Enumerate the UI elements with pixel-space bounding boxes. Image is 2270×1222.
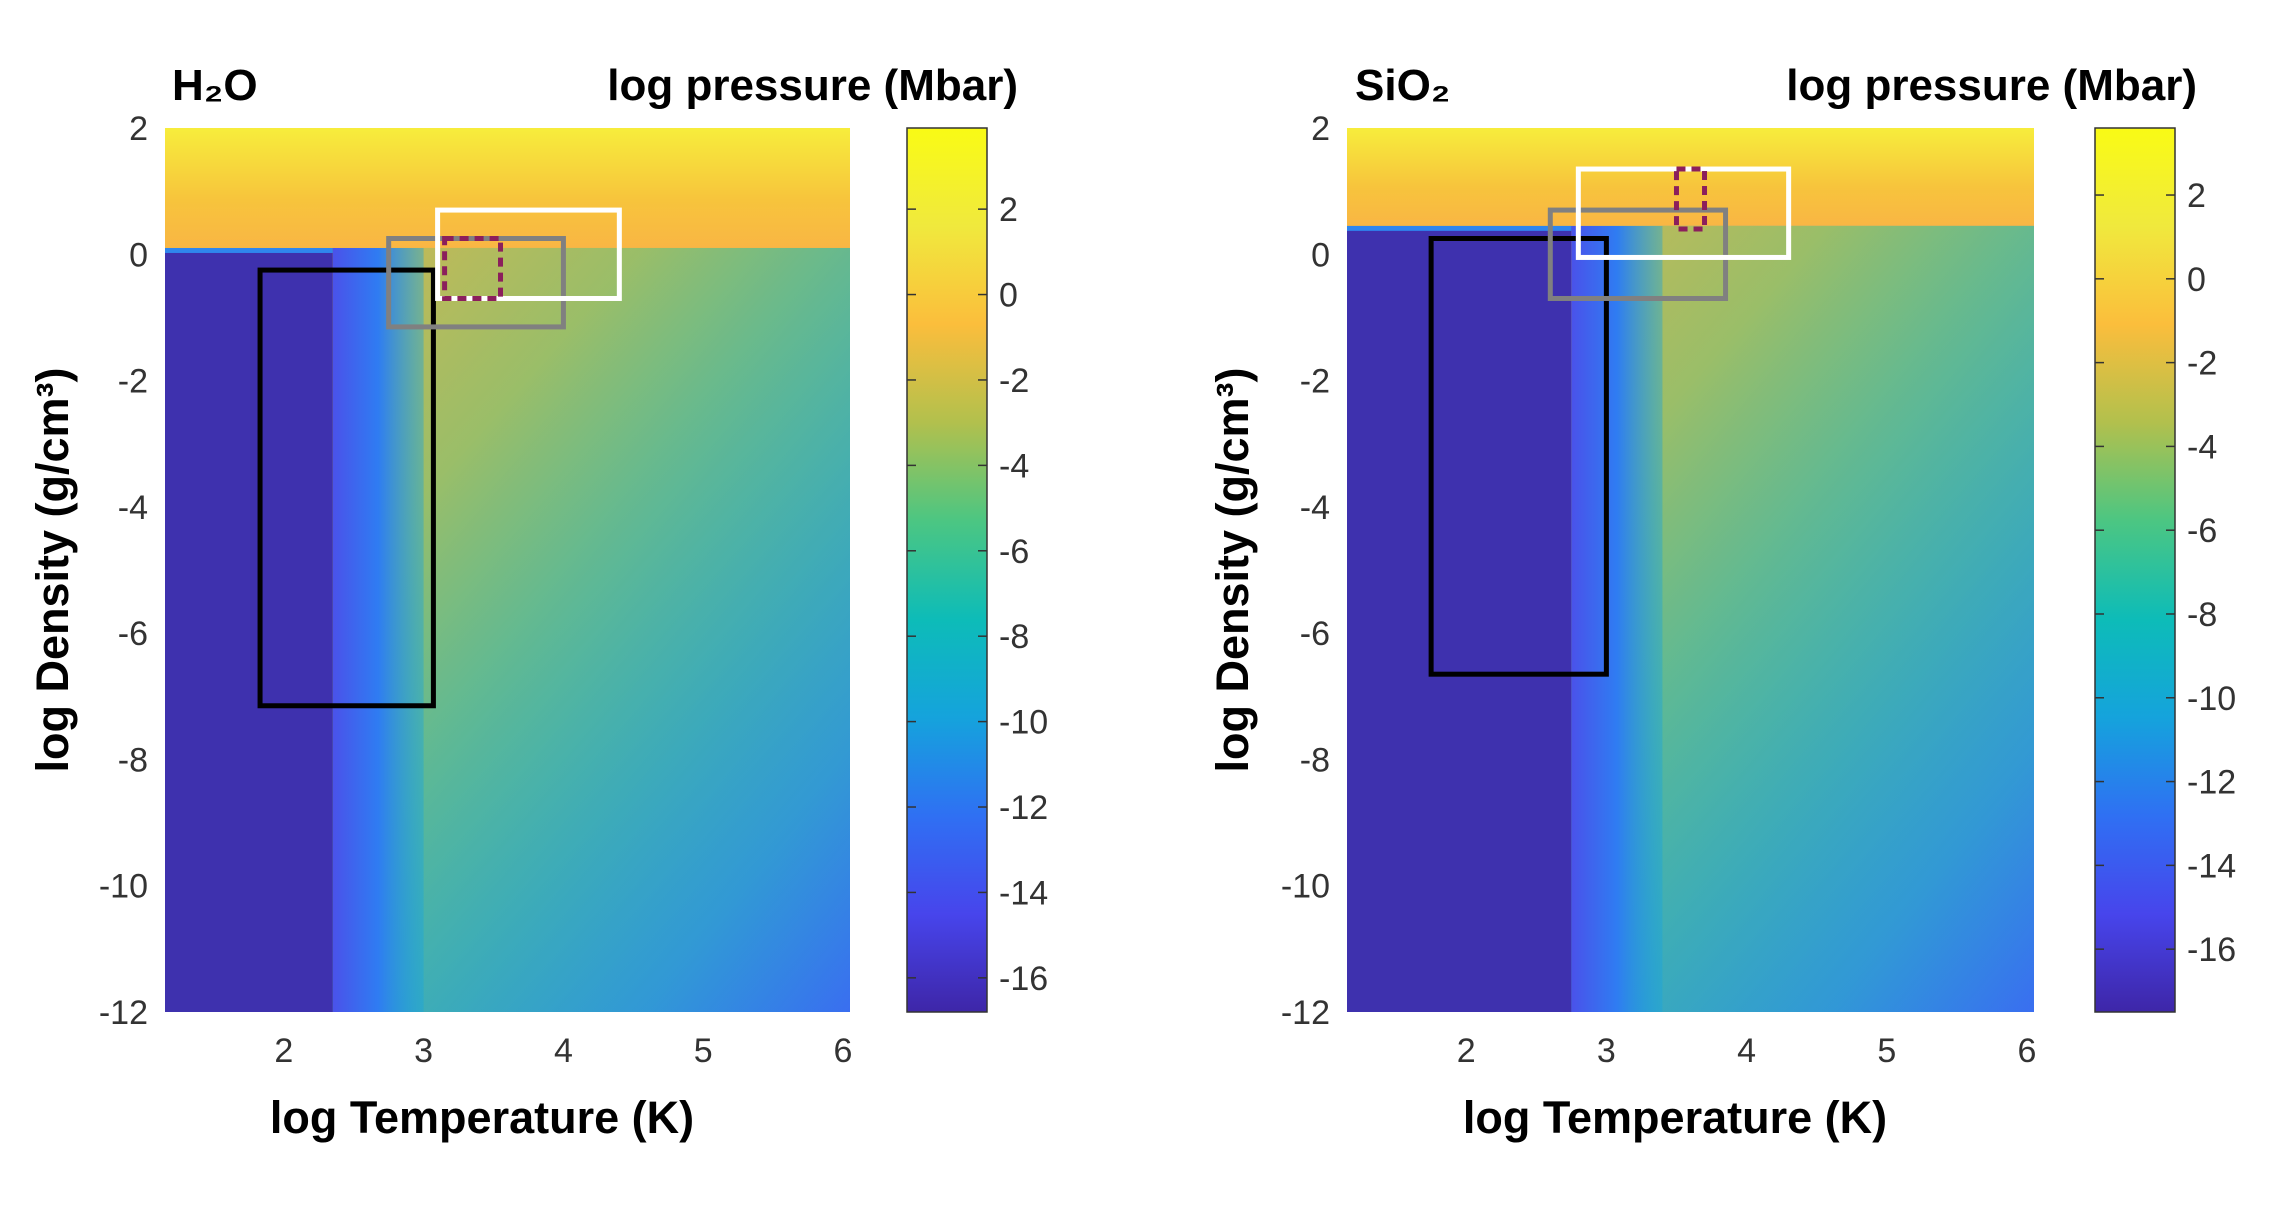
x-tick-label: 3: [1597, 1032, 1616, 1070]
condensed-low-pressure-region: [165, 247, 333, 1012]
condensed-low-pressure-region: [1347, 225, 1572, 1012]
x-tick-label: 4: [1737, 1032, 1756, 1070]
y-tick-label: -12: [1281, 994, 1330, 1032]
colorbar-tick-label: -16: [999, 960, 1048, 998]
colorbar-tick-label: -8: [999, 618, 1029, 656]
y-tick-label: -10: [99, 868, 148, 906]
colorbar-tick-label: -16: [2187, 931, 2236, 969]
y-tick-label: -2: [118, 363, 148, 401]
liquid-boundary-line: [1347, 225, 1572, 231]
colorbar-tick-label: 2: [2187, 177, 2206, 215]
y-tick-label: 0: [1311, 236, 1330, 274]
heatmap-field: [1347, 128, 2034, 1012]
y-tick-label: -10: [1281, 868, 1330, 906]
colorbar-tick-label: -6: [999, 533, 1029, 571]
black-box: [257, 267, 436, 709]
y-tick-label: -8: [118, 741, 148, 779]
colorbar-tick-label: 0: [2187, 261, 2206, 299]
y-tick-label: -6: [118, 615, 148, 653]
colorbar: -16 -14 -12 -10 -8 -6 -4 -2 0 2: [2094, 127, 2236, 1013]
colorbar-tick-label: -4: [999, 447, 1029, 485]
y-tick-label: 2: [129, 110, 148, 148]
y-tick-label: -6: [1300, 615, 1330, 653]
colorbar-tick-label: 2: [999, 191, 1018, 229]
x-tick-label: 6: [2018, 1032, 2037, 1070]
material-title: SiO₂: [1355, 61, 1450, 110]
colorbar-tick-label: -12: [2187, 764, 2236, 802]
y-tick-label: -12: [99, 994, 148, 1032]
colorbar-tick-label: -2: [2187, 345, 2217, 383]
colorbar-tick-label: -6: [2187, 512, 2217, 550]
gray-box: [1547, 207, 1729, 301]
colorbar-tick-label: -10: [999, 704, 1048, 742]
colorbar-tick-label: -2: [999, 362, 1029, 400]
y-axis-label: log Density (g/cm³): [27, 367, 78, 772]
x-tick-label: 3: [414, 1032, 433, 1070]
colorbar-tick-label: -4: [2187, 428, 2217, 466]
x-axis-label: log Temperature (K): [270, 1092, 694, 1143]
colorbar: -16 -14 -12 -10 -8 -6 -4 -2 0 2: [906, 127, 1048, 1013]
y-tick-label: -2: [1300, 363, 1330, 401]
h2o-panel: 2 3 4 5 6 -12 -10 -8 -6 -4 -2 0 2 log Temperature (K)…: [27, 61, 1048, 1143]
colorbar-gradient: [2094, 127, 2176, 1013]
x-tick-label: 4: [554, 1032, 573, 1070]
phase-transition-band: [1571, 225, 1663, 1012]
colorbar-tick-label: -10: [2187, 680, 2236, 718]
y-tick-label: -4: [118, 489, 148, 527]
heatmap-field: [165, 128, 850, 1012]
x-axis-label: log Temperature (K): [1463, 1092, 1887, 1143]
x-tick-label: 2: [1457, 1032, 1476, 1070]
y-tick-label: -4: [1300, 489, 1330, 527]
liquid-boundary-line: [165, 247, 333, 253]
sio2-panel: 2 3 4 5 6 -12 -10 -8 -6 -4 -2 0 2 log Temperature (K)…: [1207, 61, 2236, 1143]
y-tick-label: 2: [1311, 110, 1330, 148]
x-tick-label: 5: [1877, 1032, 1896, 1070]
x-tick-label: 6: [834, 1032, 853, 1070]
y-tick-label: -8: [1300, 741, 1330, 779]
colorbar-gradient: [906, 127, 988, 1013]
y-tick-label: 0: [129, 236, 148, 274]
material-title: H₂O: [172, 61, 258, 110]
colorbar-tick-label: 0: [999, 277, 1018, 315]
colorbar-tick-label: -12: [999, 789, 1048, 827]
x-tick-label: 2: [274, 1032, 293, 1070]
colorbar-title: log pressure (Mbar): [1786, 61, 2197, 110]
x-tick-label: 5: [694, 1032, 713, 1070]
phase-transition-band: [332, 247, 424, 1012]
y-axis-label: log Density (g/cm³): [1207, 367, 1258, 772]
colorbar-tick-label: -14: [999, 874, 1048, 912]
colorbar-tick-label: -14: [2187, 847, 2236, 885]
colorbar-title: log pressure (Mbar): [607, 61, 1018, 110]
white-box: [435, 207, 622, 301]
high-density-region: [165, 128, 850, 248]
purple-dashed-box: [442, 236, 504, 301]
black-box: [1428, 236, 1609, 677]
colorbar-tick-label: -8: [2187, 596, 2217, 634]
